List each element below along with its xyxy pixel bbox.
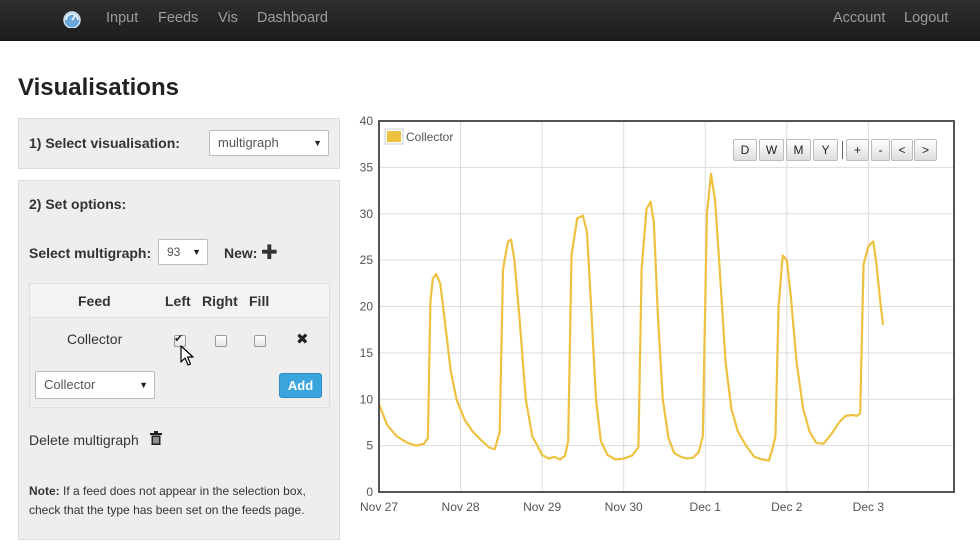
nav-logout-link[interactable]: Logout bbox=[904, 10, 949, 26]
y-tick-label: 20 bbox=[360, 300, 374, 314]
dropdown-arrow-icon: ▼ bbox=[313, 138, 322, 148]
feed-name-cell: Collector bbox=[67, 331, 123, 347]
control-separator bbox=[842, 141, 843, 159]
left-column-header: Left bbox=[165, 293, 191, 309]
y-tick-label: 40 bbox=[360, 114, 374, 128]
visualisation-select-value: multigraph bbox=[218, 135, 279, 150]
set-options-label: 2) Set options: bbox=[29, 196, 127, 212]
nav-input-link[interactable]: Input bbox=[106, 10, 139, 26]
visualisation-select[interactable]: multigraph ▼ bbox=[209, 130, 329, 156]
emoncms-logo-icon[interactable] bbox=[62, 10, 82, 28]
y-tick-label: 25 bbox=[360, 253, 374, 267]
nav-vis-link[interactable]: Vis bbox=[218, 10, 238, 26]
x-tick-label: Nov 29 bbox=[523, 500, 561, 514]
feed-select-value: Collector bbox=[44, 377, 96, 392]
new-multigraph-label: New: bbox=[224, 245, 258, 261]
right-column-header: Right bbox=[202, 293, 238, 309]
zoom-out-button[interactable]: - bbox=[871, 139, 890, 161]
top-navbar: Input Feeds Vis Dashboard Account Logout bbox=[0, 0, 980, 41]
y-tick-label: 30 bbox=[360, 207, 374, 221]
dropdown-arrow-icon: ▼ bbox=[139, 380, 148, 390]
y-tick-label: 15 bbox=[360, 346, 374, 360]
multigraph-chart[interactable]: 0 5 10 15 20 25 30 35 40 Nov 27 Nov 28 Nov 29 Nov 30… bbox=[344, 110, 980, 530]
add-feed-button[interactable]: Add bbox=[279, 373, 322, 398]
nav-account-link[interactable]: Account bbox=[833, 10, 886, 26]
feed-column-header: Feed bbox=[78, 293, 111, 309]
page-title: Visualisations bbox=[18, 74, 179, 101]
pan-right-button[interactable]: > bbox=[914, 139, 937, 161]
note-body: If a feed does not appear in the selecti… bbox=[29, 484, 306, 517]
note-text: Note: If a feed does not appear in the s… bbox=[29, 482, 329, 519]
x-tick-label: Dec 3 bbox=[853, 500, 885, 514]
multigraph-select[interactable]: 93 ▼ bbox=[158, 239, 208, 265]
dropdown-arrow-icon: ▼ bbox=[192, 247, 201, 257]
x-tick-label: Nov 28 bbox=[442, 500, 480, 514]
y-tick-label: 5 bbox=[366, 439, 373, 453]
feed-select[interactable]: Collector ▼ bbox=[35, 371, 155, 399]
nav-dashboard-link[interactable]: Dashboard bbox=[257, 10, 328, 26]
legend-swatch bbox=[387, 131, 401, 142]
remove-feed-icon[interactable]: ✖ bbox=[296, 331, 309, 348]
x-tick-label: Dec 1 bbox=[690, 500, 722, 514]
fill-checkbox[interactable] bbox=[254, 335, 266, 347]
left-axis-checkbox[interactable] bbox=[174, 332, 186, 347]
legend-label: Collector bbox=[406, 130, 453, 144]
add-multigraph-icon[interactable]: ✚ bbox=[261, 242, 278, 264]
select-visualisation-label: 1) Select visualisation: bbox=[29, 135, 180, 151]
range-day-button[interactable]: D bbox=[733, 139, 757, 161]
plot-border bbox=[378, 120, 955, 493]
select-multigraph-label: Select multigraph: bbox=[29, 245, 152, 261]
note-label: Note: bbox=[29, 484, 60, 498]
multigraph-select-value: 93 bbox=[167, 245, 181, 259]
x-tick-label: Dec 2 bbox=[771, 500, 803, 514]
feed-table-header: Feed Left Right Fill bbox=[30, 284, 329, 318]
pan-left-button[interactable]: < bbox=[891, 139, 913, 161]
y-tick-label: 0 bbox=[366, 485, 373, 499]
series-line-collector bbox=[379, 172, 885, 462]
zoom-in-button[interactable]: + bbox=[846, 139, 869, 161]
right-axis-checkbox[interactable] bbox=[215, 335, 227, 347]
trash-icon[interactable] bbox=[150, 431, 162, 445]
x-tick-label: Nov 30 bbox=[605, 500, 643, 514]
x-tick-label: Nov 27 bbox=[360, 500, 398, 514]
delete-multigraph-link[interactable]: Delete multigraph bbox=[29, 432, 139, 448]
y-tick-label: 10 bbox=[360, 392, 374, 406]
range-year-button[interactable]: Y bbox=[813, 139, 838, 161]
y-tick-label: 35 bbox=[360, 160, 374, 174]
range-week-button[interactable]: W bbox=[759, 139, 784, 161]
chart-canvas: 0 5 10 15 20 25 30 35 40 Nov 27 Nov 28 Nov 29 Nov 30… bbox=[360, 114, 955, 514]
mouse-cursor-icon bbox=[180, 345, 194, 366]
range-month-button[interactable]: M bbox=[786, 139, 811, 161]
nav-feeds-link[interactable]: Feeds bbox=[158, 10, 199, 26]
fill-column-header: Fill bbox=[249, 293, 270, 309]
